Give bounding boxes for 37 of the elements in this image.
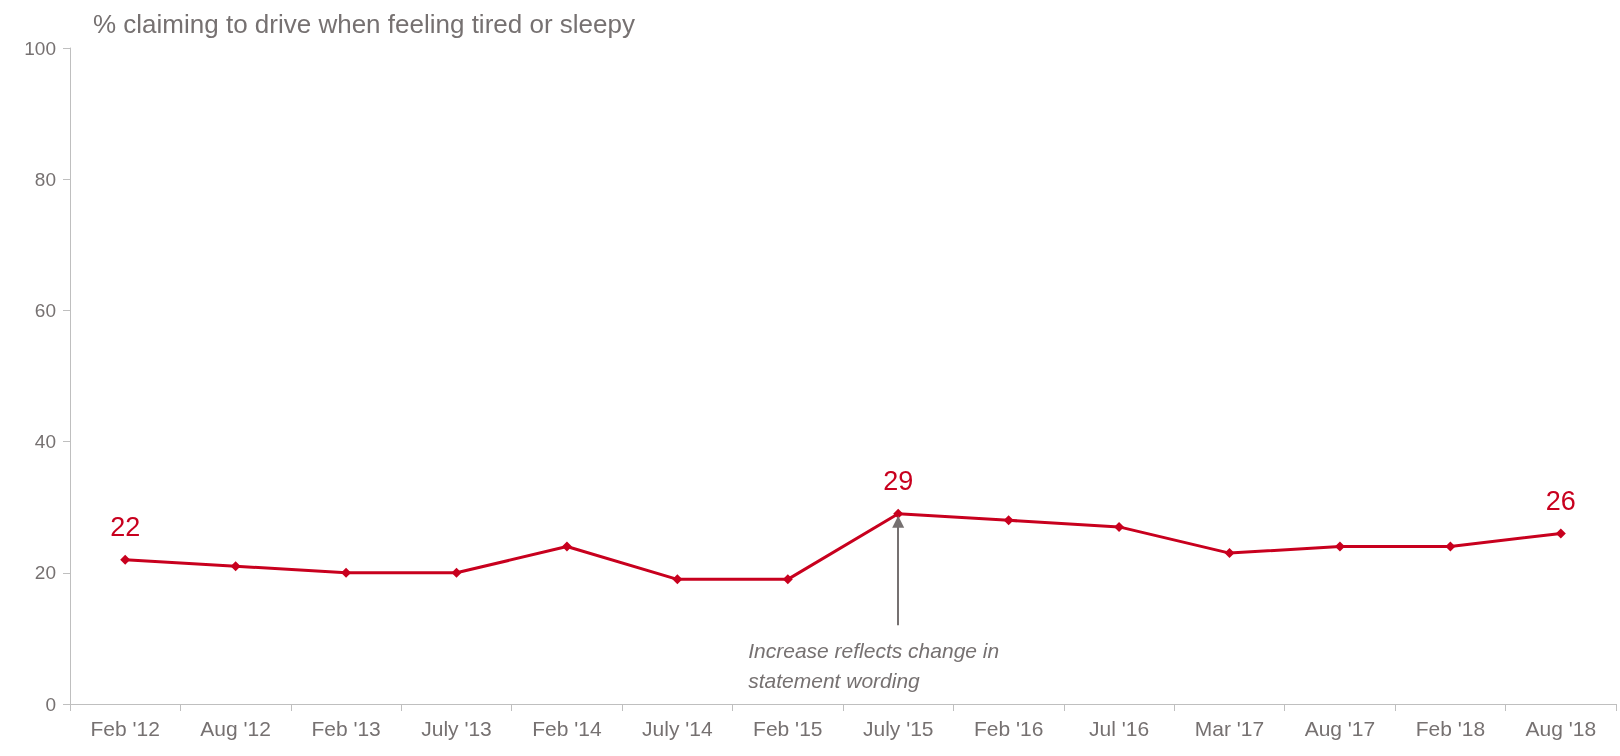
point (230, 561, 241, 572)
data-label: 22 (110, 512, 141, 543)
x-tick-label: Feb '12 (90, 717, 160, 740)
x-tick-label: Feb '13 (311, 717, 381, 740)
y-tick-label: 40 (34, 431, 56, 453)
x-tick-label: Jul '16 (1089, 717, 1150, 740)
y-tick-label: 0 (45, 693, 56, 715)
point (561, 541, 572, 552)
point (1114, 521, 1125, 532)
point (672, 574, 683, 585)
point (782, 574, 793, 585)
x-tick-label: Aug '12 (200, 717, 271, 740)
x-tick-label: Aug '18 (1525, 717, 1597, 740)
x-tick-label: July '13 (421, 717, 492, 740)
x-tick-label: July '14 (642, 717, 713, 740)
point (1555, 528, 1566, 539)
y-tick-label: 20 (34, 562, 56, 584)
data-label: 26 (1545, 485, 1576, 516)
point (451, 567, 462, 578)
x-tick-label: Feb '14 (532, 717, 602, 740)
x-tick-label: Feb '18 (1415, 717, 1486, 740)
y-tick-label: 60 (34, 299, 56, 321)
y-tick-label: 100 (24, 37, 56, 59)
point (1003, 515, 1014, 526)
point (120, 554, 131, 565)
x-tick-label: Aug '17 (1304, 717, 1376, 740)
x-tick-label: Feb '15 (753, 717, 823, 740)
x-tick-label: Mar '17 (1194, 717, 1265, 740)
x-tick-label: July '15 (862, 717, 934, 740)
x-tick-label: Feb '16 (973, 717, 1044, 740)
point (1334, 541, 1345, 552)
point (1224, 548, 1235, 559)
annotation: Increase reflects change in statement wording (748, 639, 1006, 693)
point (893, 508, 904, 519)
y-tick-label: 80 (34, 168, 56, 190)
data-label: 29 (883, 466, 914, 497)
chart-title: % claiming to drive when feeling tired or sleepy (93, 9, 635, 39)
